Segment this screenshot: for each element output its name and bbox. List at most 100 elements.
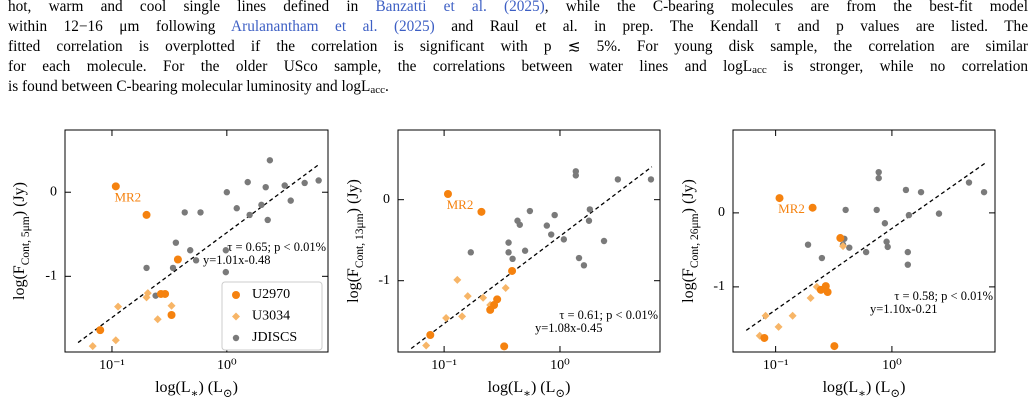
data-point [980, 188, 988, 196]
caption-text: and Raul et al. in prep. The Kendall τ a… [434, 18, 1028, 35]
fit-line [410, 166, 653, 350]
data-point [458, 312, 467, 321]
data-point [111, 336, 120, 345]
data-point [426, 330, 435, 339]
plot-frame [732, 129, 996, 353]
point-annotation: MR2 [114, 189, 141, 204]
caption-text: hot, warm and cool single lines defined … [8, 0, 376, 15]
data-point [222, 247, 230, 254]
caption-line: within 12−16 μm following Arulanantham e… [8, 17, 1028, 37]
data-point [443, 190, 452, 199]
stats-annotation: τ = 0.58; p < 0.01% [894, 289, 993, 303]
plot-frame [397, 129, 661, 353]
y-axis-label-part: log(F [11, 265, 28, 300]
caption-line: hot, warm and cool single lines defined … [8, 0, 1028, 17]
data-point [818, 254, 826, 262]
data-point [223, 189, 231, 196]
data-point [560, 236, 568, 243]
x-axis-label-part: ) (L [866, 379, 890, 396]
data-point [883, 238, 890, 245]
caption-text: is stronger, while no correlation [766, 58, 1028, 75]
point-annotation: MR2 [778, 201, 805, 216]
x-tick-label: 10⁰ [882, 358, 902, 373]
data-point [526, 207, 534, 215]
data-point [846, 244, 853, 251]
data-point [547, 231, 555, 238]
data-point [246, 211, 253, 219]
legend-marker [232, 291, 240, 299]
x-tick-label: 10⁰ [217, 358, 237, 373]
data-point [580, 262, 588, 269]
data-point [142, 293, 151, 302]
x-axis-label-part: ) (L [531, 379, 555, 396]
x-axis-label: log(L∗) (L⊙) [823, 379, 906, 400]
data-point [823, 288, 832, 297]
data-point [585, 217, 593, 224]
caption-text: for each molecule. For the older USco sa… [8, 58, 753, 75]
data-point [875, 168, 882, 176]
x-axis-label-part: ) [565, 379, 570, 396]
caption-text: is found between C-bearing molecular lum… [8, 78, 371, 95]
y-axis-label-part: Cont, 13μm [354, 213, 366, 268]
data-point [281, 182, 288, 189]
caption-line: for each molecule. For the older USco sa… [8, 57, 1028, 77]
data-point [905, 211, 913, 219]
y-axis-label-part: log(F [345, 268, 362, 303]
data-point [111, 182, 120, 191]
data-point [904, 248, 912, 256]
data-point [881, 220, 889, 227]
legend-label: U3034 [252, 309, 290, 324]
x-tick-label: 10⁰ [550, 358, 570, 373]
x-axis-label-part: ∗ [523, 388, 531, 400]
data-point [161, 289, 170, 298]
y-axis-label-part: Cont, 5μm [20, 216, 32, 265]
stats-annotation: τ = 0.61; p < 0.01% [559, 308, 658, 322]
caption-line: is found between C-bearing molecular lum… [8, 77, 1028, 97]
x-axis-label-part: ⊙ [555, 388, 565, 400]
data-point [479, 293, 488, 302]
stats-annotation: τ = 0.65; p < 0.01% [227, 240, 326, 254]
data-point [575, 254, 583, 262]
data-point [514, 217, 521, 224]
data-point [467, 249, 475, 256]
data-point [197, 209, 204, 216]
data-point [501, 283, 510, 292]
data-point [172, 239, 180, 246]
y-tick-label: -1 [378, 273, 390, 288]
caption-text: acc [370, 84, 386, 96]
caption-text: acc [752, 64, 767, 76]
y-tick-label: -1 [713, 279, 725, 294]
data-point [301, 179, 308, 187]
y-axis-label-part: ) (Jy) [680, 179, 697, 213]
data-point [935, 210, 943, 217]
data-point [442, 313, 451, 322]
data-point [422, 341, 431, 350]
data-point [839, 242, 848, 251]
data-point [264, 216, 271, 224]
data-point [862, 248, 870, 256]
data-point [508, 266, 517, 275]
data-point [244, 178, 251, 186]
data-point [181, 209, 188, 216]
y-axis-label-part: log(F [680, 268, 697, 303]
data-point [169, 264, 177, 272]
data-point [760, 333, 769, 342]
caption-text: , while the C-bearing molecules are from… [544, 0, 1028, 15]
data-point [500, 342, 509, 351]
x-tick-label: 10⁻¹ [431, 358, 457, 373]
data-point [167, 301, 176, 310]
x-axis-label-part: ⊙ [223, 388, 233, 400]
legend-box [221, 281, 323, 351]
data-point [875, 174, 882, 182]
fit-annotation: y=1.08x-0.45 [535, 321, 602, 335]
data-point [647, 176, 655, 183]
plot-frame [64, 129, 329, 353]
data-point [836, 234, 845, 243]
fit-annotation: y=1.10x-0.21 [870, 302, 937, 316]
data-point [222, 268, 230, 276]
x-axis-label-part: ⊙ [890, 388, 900, 400]
data-point [804, 241, 812, 248]
data-point [143, 264, 150, 272]
data-point [262, 183, 269, 191]
